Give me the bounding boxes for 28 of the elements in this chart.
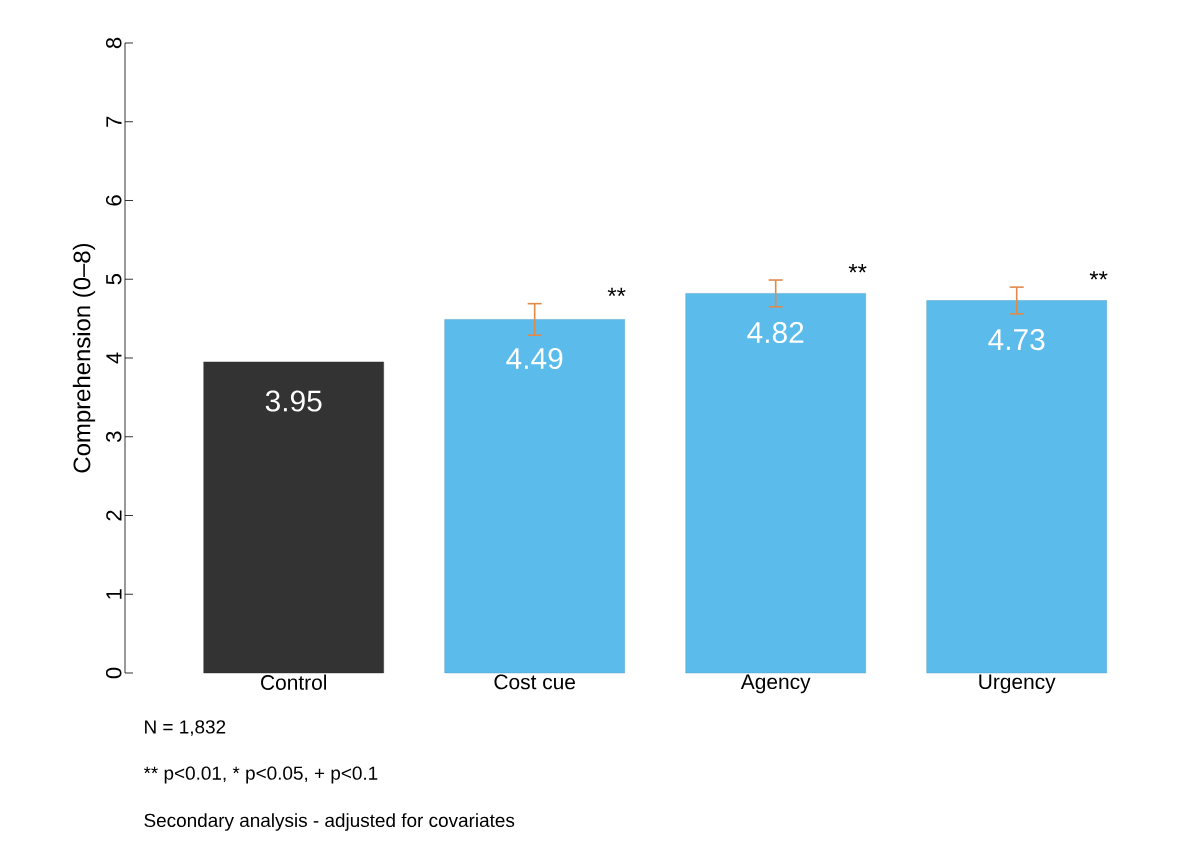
x-tick-label: Control	[261, 674, 327, 690]
x-tick-label: Agency	[740, 674, 811, 694]
y-tick-label: 7	[106, 116, 122, 127]
bar	[926, 300, 1107, 674]
text: Secondary analysis - adjusted for covariates	[144, 813, 515, 831]
data-label: 3.95	[265, 390, 322, 412]
bar	[685, 293, 866, 674]
x-tick-label: Urgency	[979, 674, 1056, 694]
annotation: **	[1089, 271, 1108, 280]
y-tick-label: 3	[105, 431, 122, 443]
y-tick-label: 1	[106, 589, 122, 599]
y-tick-label: 5	[106, 274, 122, 285]
data-label: 4.82	[747, 321, 804, 344]
y-tick-label: 2	[106, 510, 122, 521]
y-tick-label: 6	[105, 195, 122, 206]
bar	[444, 319, 625, 674]
annotation: **	[607, 287, 626, 297]
data-label: 4.49	[506, 347, 563, 370]
bar	[203, 361, 384, 674]
y-axis-title: Comprehension (0–8)	[72, 243, 96, 473]
annotation: **	[848, 264, 867, 273]
data-label: 4.73	[988, 329, 1045, 351]
y-tick-label: 0	[105, 667, 122, 679]
y-tick-label: 8	[105, 37, 122, 49]
text: N = 1,832	[145, 720, 226, 736]
y-tick-label: 4	[106, 352, 122, 364]
x-tick-label: Cost cue	[494, 674, 576, 690]
text: ** p<0.01, * p<0.05, + p<0.1	[143, 766, 378, 784]
